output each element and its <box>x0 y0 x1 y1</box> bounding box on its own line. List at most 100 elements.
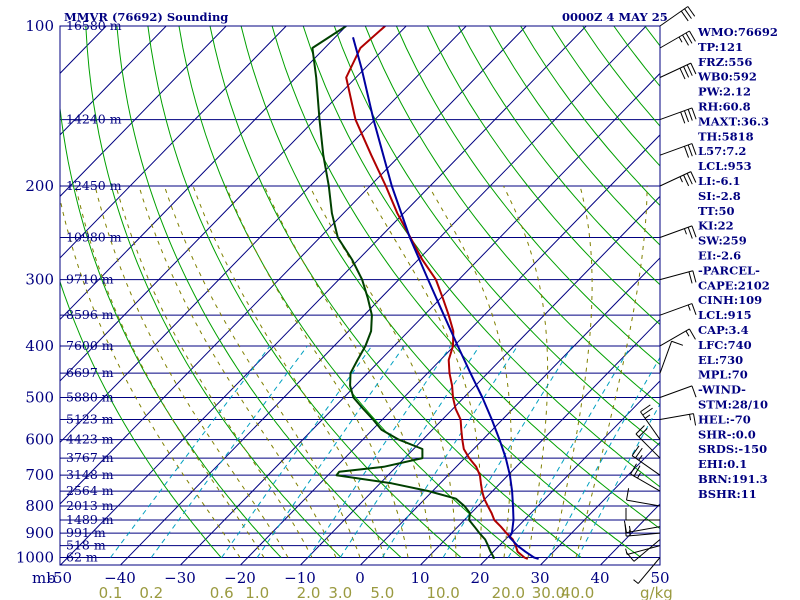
moist-adiabat-line <box>138 185 337 558</box>
wind-barb-flag <box>635 425 645 435</box>
stability-index-item: LCL:953 <box>698 159 752 173</box>
mixing-ratio-line <box>381 345 518 558</box>
mixing-ratio-tick-label: 5.0 <box>370 584 394 600</box>
pressure-tick-label: 400 <box>25 337 54 355</box>
wind-barb <box>659 385 697 398</box>
wind-barb-flag <box>685 32 693 44</box>
wind-barb <box>659 328 696 347</box>
wind-barb-staff <box>659 303 693 316</box>
wind-barb-half-flag <box>628 525 631 532</box>
dry-adiabat-line <box>302 26 660 488</box>
isotherm-line <box>119 26 647 565</box>
stability-index-item: RH:60.8 <box>698 100 751 114</box>
wind-barb <box>659 143 697 158</box>
wind-barb-flag <box>691 225 697 238</box>
stability-index-item: CINH:109 <box>698 293 762 307</box>
height-label: 3767 m <box>66 450 114 465</box>
wind-barb-flag <box>635 447 643 459</box>
wind-barb-flag <box>683 66 690 78</box>
pressure-tick-label: 900 <box>25 524 54 542</box>
mixing-ratio-tick-label: 20.0 <box>492 584 525 600</box>
moist-adiabat-line <box>192 185 385 558</box>
wind-barb <box>659 340 684 374</box>
isotherm-line <box>60 26 347 321</box>
wind-barb-half-flag <box>679 176 683 183</box>
wind-barb-staff <box>659 328 690 347</box>
dry-adiabat-line <box>178 26 522 558</box>
mixing-ratio-tick-label: 0.6 <box>210 584 234 600</box>
mixing-ratio-tick-label: 10.0 <box>426 584 459 600</box>
height-label: 7600 m <box>66 338 114 353</box>
stability-index-item: SI:-2.8 <box>698 189 741 203</box>
height-label: 5880 m <box>66 390 114 405</box>
stability-index-item: L57:7.2 <box>698 144 746 158</box>
wind-barb-staff <box>626 526 661 534</box>
wind-barb-flag <box>690 171 697 183</box>
wind-barb-staff <box>659 413 694 420</box>
moist-adiabat-line <box>75 185 265 558</box>
pressure-tick-label: 1000 <box>16 549 54 567</box>
wind-barb-flag <box>642 407 653 416</box>
wind-barb-staff <box>640 411 661 440</box>
moist-adiabat-line <box>428 185 512 558</box>
height-label: 62 m <box>66 550 98 565</box>
isotherm-line <box>60 26 467 444</box>
dry-adiabat-line <box>333 26 660 447</box>
wind-barb-staff <box>626 532 661 537</box>
isotherm-line <box>359 257 660 565</box>
wind-barb-staff <box>631 455 661 476</box>
pressure-tick-label: 100 <box>25 17 54 35</box>
stability-index-item: STM:28/10 <box>698 398 768 412</box>
wind-barb <box>635 425 661 459</box>
isotherm-line <box>299 195 660 565</box>
wind-barb-flag <box>680 10 689 22</box>
wind-barb-half-flag <box>644 414 651 419</box>
temperature-tick-label: 30 <box>530 569 549 587</box>
temperature-tick-label: −20 <box>224 569 256 587</box>
stability-index-item: LFC:740 <box>698 338 752 352</box>
wind-barb-flag <box>691 143 697 155</box>
isotherm-line <box>60 26 287 259</box>
wind-barb-flag <box>690 62 697 75</box>
wind-barb-half-flag <box>637 472 641 479</box>
background-grid <box>60 26 660 565</box>
temperature-tick-label: 20 <box>470 569 489 587</box>
dry-adiabat-line <box>489 26 660 246</box>
wind-barb <box>623 520 661 534</box>
wind-barb-flag <box>683 110 690 123</box>
wind-barb-flag <box>689 30 696 42</box>
height-label: 8596 m <box>66 307 114 322</box>
mixing-ratio-line <box>507 345 632 558</box>
mixing-ratio-line <box>442 345 573 558</box>
valid-time: 0000Z 4 MAY 25 <box>562 10 668 24</box>
mixing-ratio-line <box>256 345 405 558</box>
stability-index-item: KI:22 <box>698 219 734 233</box>
temperature-profile-line <box>345 26 529 560</box>
mixing-ratio-tick-label: 1.0 <box>245 584 269 600</box>
mixing-ratio-tick-label: 0.2 <box>139 584 163 600</box>
wind-barb-flag <box>687 6 696 17</box>
plot-frame <box>59 25 661 566</box>
wind-barb-half-flag <box>629 529 631 536</box>
wind-barb-half-flag <box>685 330 690 337</box>
mixing-ratio-tick-label: 3.0 <box>328 584 352 600</box>
wind-barb <box>659 270 697 284</box>
wind-barb <box>659 6 696 27</box>
temperature-tick-label: 40 <box>590 569 609 587</box>
height-label: 1489 m <box>66 512 114 527</box>
stability-index-item: WMO:76692 <box>697 25 778 39</box>
stability-index-item: LCL:915 <box>698 308 752 322</box>
wind-barb <box>630 463 661 492</box>
pressure-tick-label: 800 <box>25 497 54 515</box>
stability-index-item: CAPE:2102 <box>698 278 770 292</box>
wind-barb-staff <box>659 341 673 374</box>
pressure-tick-label: 600 <box>25 431 54 449</box>
height-label: 4423 m <box>66 432 114 447</box>
temperature-tick-label: 0 <box>355 569 365 587</box>
stability-index-item: SRDS:-150 <box>698 442 767 456</box>
temperature-tick-label: −10 <box>284 569 316 587</box>
wind-barb <box>631 445 661 476</box>
height-label: 3148 m <box>66 467 114 482</box>
wind-barb-staff <box>635 433 661 459</box>
